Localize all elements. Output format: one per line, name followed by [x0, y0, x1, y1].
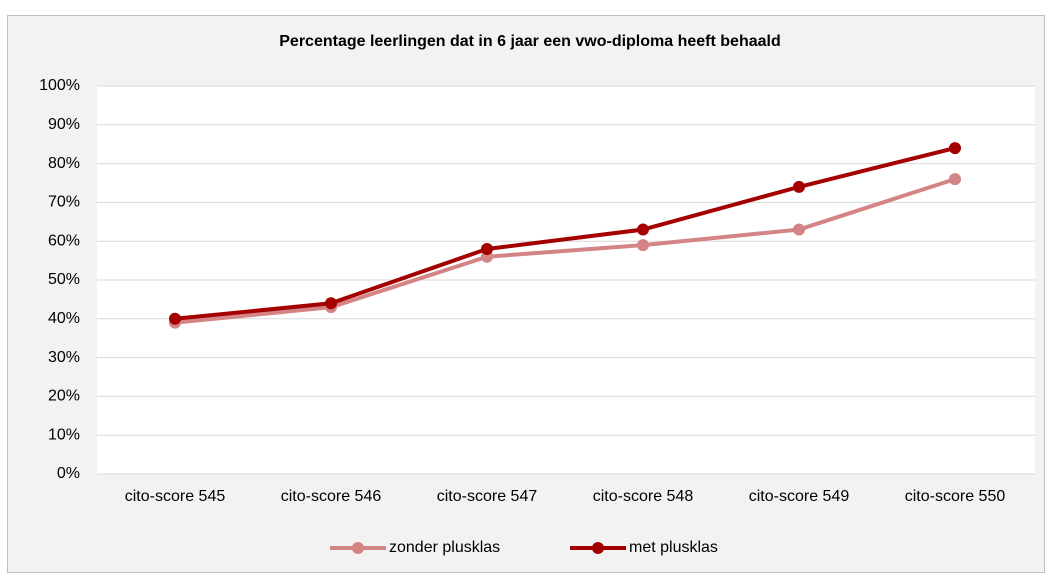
data-point	[793, 223, 805, 236]
y-tick-label: 0%	[57, 465, 80, 482]
y-tick-label: 90%	[48, 116, 80, 133]
data-point	[949, 173, 961, 186]
series-line	[174, 177, 956, 325]
legend-label: zonder plusklas	[389, 539, 500, 556]
y-tick-label: 10%	[48, 426, 80, 443]
y-tick-label: 80%	[48, 155, 80, 172]
data-point	[169, 312, 181, 325]
chart-title: Percentage leerlingen dat in 6 jaar een …	[279, 33, 780, 50]
y-tick-label: 40%	[48, 310, 80, 327]
y-tick-label: 60%	[48, 232, 80, 249]
data-point	[637, 239, 649, 252]
y-tick-label: 30%	[48, 349, 80, 366]
legend-marker	[592, 542, 604, 554]
x-tick-label: cito-score 549	[749, 488, 850, 505]
y-tick-label: 20%	[48, 388, 80, 405]
x-tick-label: cito-score 545	[125, 488, 226, 505]
x-tick-label: cito-score 550	[905, 488, 1006, 505]
legend-label: met plusklas	[629, 539, 718, 556]
x-tick-label: cito-score 547	[437, 488, 538, 505]
y-tick-label: 50%	[48, 271, 80, 288]
x-tick-label: cito-score 546	[281, 488, 382, 505]
data-point	[949, 142, 961, 155]
legend-marker	[352, 542, 364, 554]
data-point	[637, 223, 649, 236]
series-line	[174, 146, 956, 321]
data-point	[793, 180, 805, 193]
y-tick-label: 70%	[48, 194, 80, 211]
x-tick-label: cito-score 548	[593, 488, 694, 505]
data-point	[325, 297, 337, 310]
data-point	[481, 242, 493, 255]
y-tick-label: 100%	[39, 77, 80, 94]
